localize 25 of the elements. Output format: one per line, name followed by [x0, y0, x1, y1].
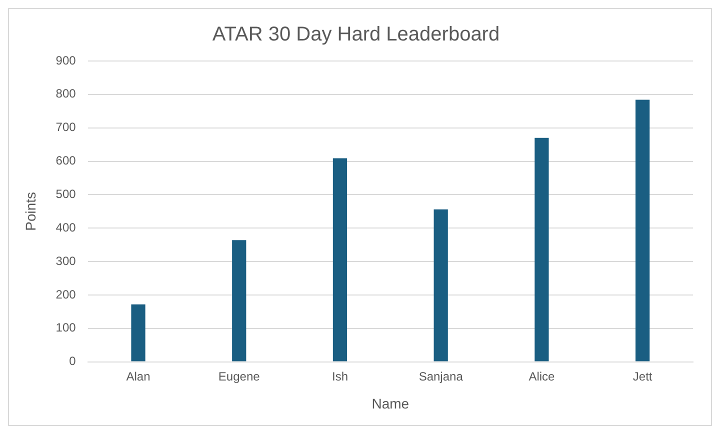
bar	[131, 304, 146, 362]
x-tick-label: Eugene	[218, 369, 260, 384]
x-axis-title: Name	[372, 395, 410, 412]
y-tick-label: 200	[56, 287, 76, 302]
x-tick-label: Ish	[332, 369, 348, 384]
y-tick-label: 300	[56, 254, 76, 268]
y-tick-label: 800	[56, 86, 76, 101]
y-tick-label: 900	[56, 53, 76, 68]
y-axis-title: Points	[22, 192, 38, 231]
y-tick-label: 700	[56, 120, 76, 134]
x-tick-label: Jett	[632, 369, 653, 384]
x-tick-label: Sanjana	[418, 369, 464, 384]
bar	[332, 158, 348, 362]
y-tick-label: 500	[56, 187, 76, 201]
bar	[434, 209, 448, 362]
bar	[636, 100, 650, 362]
chart-title: ATAR 30 Day Hard Leaderboard	[212, 24, 500, 46]
x-tick-label: Alan	[126, 369, 150, 384]
bar	[534, 138, 549, 362]
y-tick-label: 0	[69, 354, 76, 368]
y-tick-label: 400	[56, 220, 76, 234]
x-tick-label: Alice	[528, 369, 556, 384]
y-tick-label: 600	[56, 154, 76, 168]
y-tick-label: 100	[56, 320, 76, 335]
bar	[232, 240, 246, 362]
